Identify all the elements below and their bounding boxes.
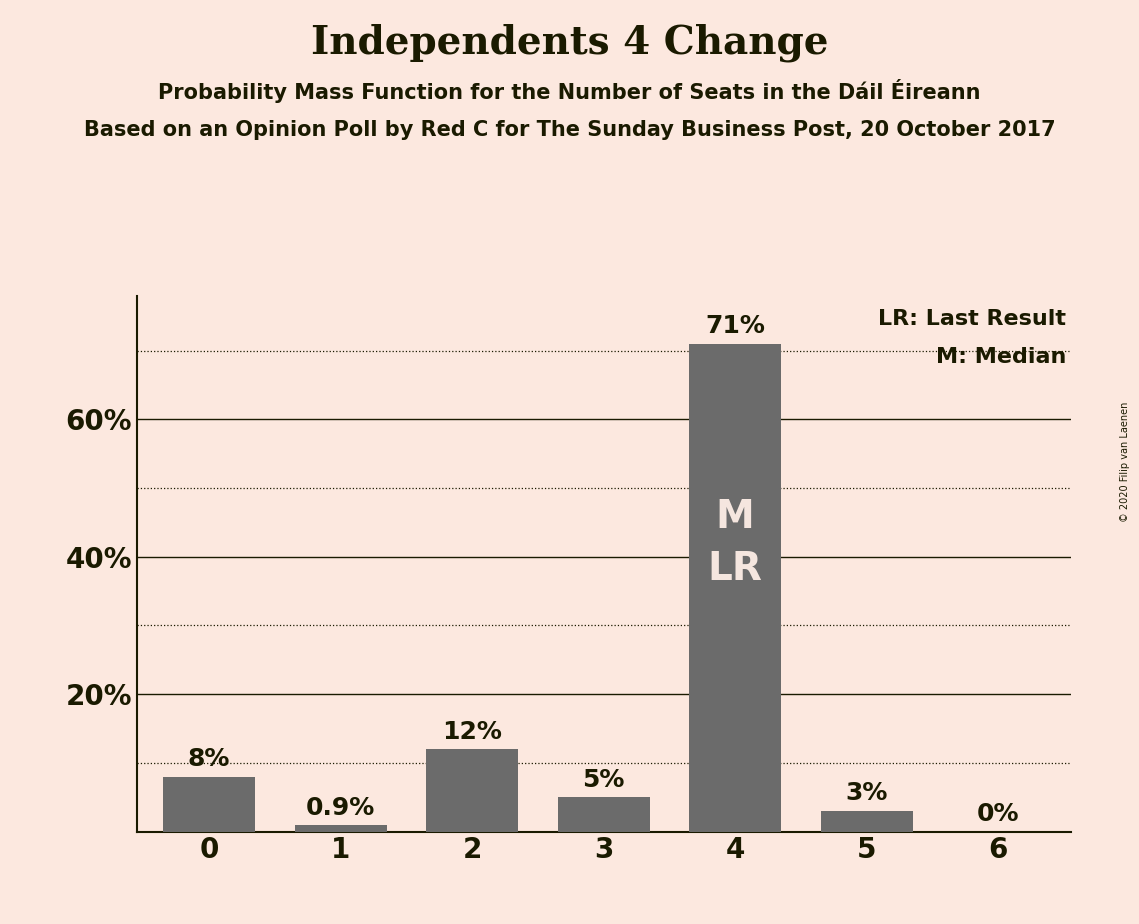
Text: Based on an Opinion Poll by Red C for The Sunday Business Post, 20 October 2017: Based on an Opinion Poll by Red C for Th… — [83, 120, 1056, 140]
Bar — [558, 797, 649, 832]
Text: 0%: 0% — [977, 802, 1019, 826]
Text: 71%: 71% — [705, 314, 765, 338]
Text: 3%: 3% — [845, 782, 888, 806]
Text: M: M — [715, 498, 755, 536]
Bar — [163, 777, 255, 832]
Text: LR: Last Result: LR: Last Result — [878, 310, 1066, 329]
Text: Probability Mass Function for the Number of Seats in the Dáil Éireann: Probability Mass Function for the Number… — [158, 79, 981, 103]
Text: 5%: 5% — [582, 768, 625, 792]
Text: 8%: 8% — [188, 748, 230, 772]
Text: M: Median: M: Median — [935, 346, 1066, 367]
Bar — [689, 344, 781, 832]
Text: © 2020 Filip van Laenen: © 2020 Filip van Laenen — [1120, 402, 1130, 522]
Bar — [821, 811, 912, 832]
Text: 12%: 12% — [442, 720, 502, 744]
Text: Independents 4 Change: Independents 4 Change — [311, 23, 828, 62]
Text: LR: LR — [707, 550, 763, 588]
Text: 0.9%: 0.9% — [306, 796, 375, 820]
Bar — [426, 749, 518, 832]
Bar — [295, 825, 386, 832]
